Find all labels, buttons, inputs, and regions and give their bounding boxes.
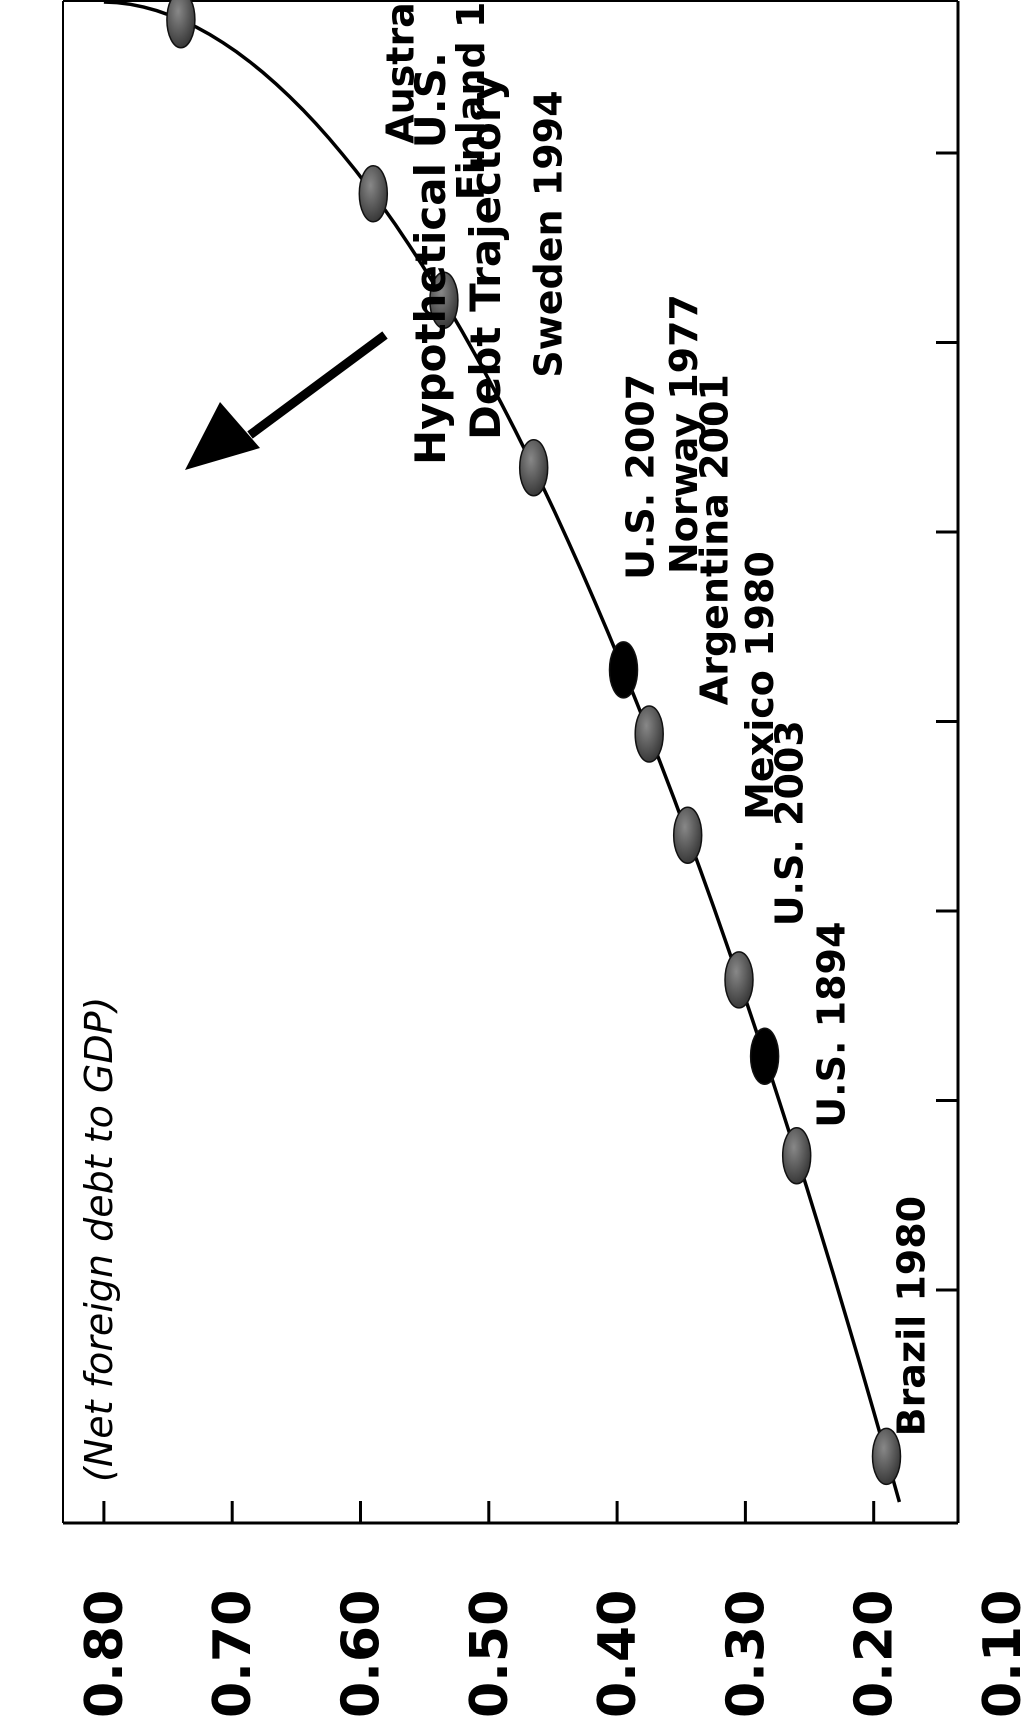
arrow-shaft xyxy=(247,331,388,439)
data-label-argentina-2001: Argentina 2001 xyxy=(693,374,737,705)
data-label-u-s-1894: U.S. 1894 xyxy=(810,922,854,1128)
data-label-australia-1996: Australia 1996 xyxy=(378,0,422,144)
data-label-norway-1977: Norway 1977 xyxy=(662,294,706,574)
data-point-australia-1996 xyxy=(358,165,389,223)
annotation-line-2: Debt Trajectory xyxy=(461,74,510,440)
value-tick-label: 0.30 xyxy=(716,1590,776,1718)
data-point-finland-1994 xyxy=(429,271,459,330)
annotation-line-1: Hypothetical U.S. xyxy=(406,52,455,465)
value-axis-ticks xyxy=(102,1501,876,1523)
data-point-brazil-1980 xyxy=(871,1427,902,1486)
data-point-argentina-2001 xyxy=(672,806,703,864)
value-tick-label: 0.70 xyxy=(203,1590,263,1718)
category-axis-ticks xyxy=(936,151,958,1292)
annotation-arrow xyxy=(185,331,388,470)
data-point-sweden-1994 xyxy=(518,438,549,497)
data-point-ireland-1983 xyxy=(166,0,196,49)
data-point-u-s-2007 xyxy=(608,641,639,699)
arrow-head xyxy=(185,402,260,470)
data-label-u-s-2003: U.S. 2003 xyxy=(768,720,812,926)
data-label-brazil-1980: Brazil 1980 xyxy=(890,1196,934,1437)
data-label-mexico-1980: Mexico 1980 xyxy=(738,551,782,820)
data-point-mexico-1980 xyxy=(724,951,754,1009)
data-label-u-s-2007: U.S. 2007 xyxy=(619,374,663,580)
data-point-u-s-2003 xyxy=(749,1027,780,1086)
value-tick-label: 0.20 xyxy=(845,1590,905,1718)
data-points xyxy=(166,0,902,1486)
data-label-finland-1994: Finland 1994 xyxy=(449,0,493,200)
plot-frame xyxy=(62,0,960,1525)
data-point-norway-1977 xyxy=(634,705,664,763)
y-axis-label: (Net foreign debt to GDP) xyxy=(77,997,121,1482)
value-tick-label: 0.50 xyxy=(460,1590,520,1718)
value-tick-label: 0.10 xyxy=(973,1590,1029,1718)
value-tick-label: 0.40 xyxy=(588,1590,648,1718)
value-axis-tick-labels: 0.10 0.20 0.30 0.40 0.50 0.60 0.70 0.80 xyxy=(75,1590,1029,1718)
data-label-sweden-1994: Sweden 1994 xyxy=(527,90,571,377)
data-point-u-s-1894 xyxy=(781,1126,812,1185)
value-tick-label: 0.60 xyxy=(332,1590,392,1718)
value-tick-label: 0.80 xyxy=(75,1590,135,1718)
